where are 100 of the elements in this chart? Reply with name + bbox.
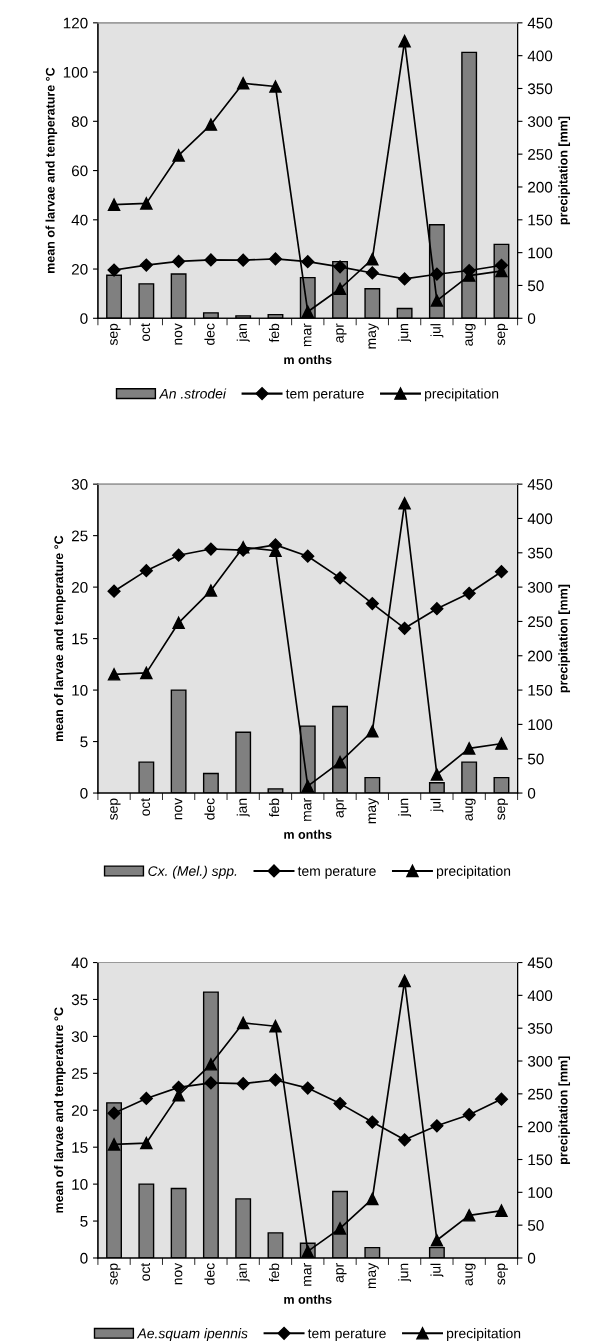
x-tick-label: oct — [140, 323, 151, 342]
y2-tick-label: 200 — [528, 181, 553, 193]
y2-tick-label: 450 — [527, 957, 553, 969]
point — [398, 1133, 412, 1147]
y-tick-label: 0 — [80, 787, 88, 799]
y-tick-label: 15 — [72, 1142, 88, 1153]
x-tick-label: mar — [303, 1263, 312, 1286]
point — [140, 666, 153, 680]
y2-tick-label: 450 — [527, 17, 553, 29]
y-tick-label: 20 — [71, 1105, 88, 1116]
x-tick-label: jul — [430, 324, 444, 338]
y-tick-label: 20 — [71, 263, 88, 275]
x-tick-label: aug — [465, 798, 476, 821]
y2-tick-label: 50 — [527, 280, 544, 292]
y-tick-label: 30 — [71, 479, 88, 490]
point — [365, 597, 379, 611]
x-tick-label: aug — [465, 324, 476, 346]
x-tick-label: feb — [269, 1263, 280, 1282]
point — [204, 584, 218, 597]
x-tick-label: may — [368, 1262, 379, 1289]
y2-axis-title: precipitation [mm] — [558, 116, 571, 225]
legend-label: tem perature — [307, 1329, 386, 1342]
point — [430, 1119, 444, 1133]
x-tick-label: sep — [497, 1263, 508, 1285]
point — [430, 768, 444, 781]
y2-tick-label: 400 — [527, 513, 553, 525]
y-tick-label: 40 — [71, 214, 88, 226]
legend-label: precipitation — [436, 865, 511, 879]
y-tick-label: 60 — [71, 165, 88, 177]
y2-tick-label: 300 — [527, 116, 553, 127]
point — [495, 1204, 508, 1217]
y2-tick-label: 150 — [528, 214, 553, 226]
y-tick-label: 5 — [80, 736, 88, 748]
point — [365, 1115, 379, 1129]
y-tick-label: 100 — [63, 66, 88, 78]
x-tick-label: mar — [303, 798, 312, 821]
x-tick-label: mar — [303, 323, 312, 347]
point — [398, 621, 412, 635]
point — [495, 737, 508, 750]
point — [462, 742, 476, 755]
y-tick-label: 0 — [80, 313, 88, 324]
x-tick-label: jun — [398, 324, 412, 343]
point — [236, 1016, 250, 1030]
x-tick-label: sep — [497, 798, 508, 820]
point — [268, 252, 283, 266]
y-axis-title: mean of larvae and temperature °C — [53, 535, 66, 741]
point — [236, 1077, 250, 1091]
y-tick-label: 10 — [72, 1178, 88, 1190]
x-tick-label: apr — [336, 1263, 347, 1283]
point — [107, 1106, 121, 1120]
x-tick-label: jan — [236, 1263, 250, 1282]
x-tick-label: jul — [430, 798, 444, 813]
x-tick-label: may — [368, 323, 379, 349]
point — [301, 1081, 315, 1095]
point — [236, 253, 250, 267]
x-tick-label: sep — [110, 798, 121, 820]
y2-tick-label: 0 — [527, 1252, 536, 1264]
x-tick-label: dec — [204, 323, 215, 345]
y-tick-label: 10 — [72, 684, 88, 696]
y2-axis-title: precipitation [mm] — [558, 1056, 571, 1164]
point — [301, 549, 315, 563]
y2-tick-label: 250 — [528, 149, 553, 160]
point — [398, 272, 412, 286]
point — [462, 1209, 476, 1222]
y2-axis-title: precipitation [mm] — [558, 584, 571, 693]
point — [333, 755, 347, 769]
x-tick-label: oct — [140, 798, 151, 816]
y-tick-label: 40 — [71, 957, 88, 969]
point — [236, 76, 250, 90]
y2-tick-label: 300 — [527, 1055, 553, 1067]
y-tick-label: 0 — [80, 1252, 88, 1264]
point — [140, 197, 153, 210]
y2-tick-label: 0 — [527, 787, 536, 799]
y-tick-label: 25 — [71, 1068, 88, 1080]
point — [107, 263, 121, 277]
point — [172, 548, 186, 562]
x-tick-label: nov — [174, 797, 183, 820]
x-tick-label: sep — [110, 323, 121, 346]
y2-tick-label: 350 — [527, 547, 553, 559]
y2-tick-label: 100 — [528, 247, 553, 259]
point — [107, 1138, 121, 1151]
x-tick-label: jan — [236, 798, 250, 817]
legend-label: Ae.squam ipennis — [136, 1328, 248, 1342]
point — [494, 565, 509, 579]
y-tick-label: 80 — [71, 116, 88, 127]
y-tick-label: 120 — [63, 17, 88, 29]
point — [333, 260, 347, 274]
y-tick-label: 30 — [71, 1031, 88, 1043]
x-tick-label: feb — [269, 323, 280, 343]
x-tick-label: jan — [236, 324, 250, 343]
point — [172, 254, 186, 269]
point — [269, 80, 282, 93]
x-tick-label: jun — [398, 1263, 412, 1282]
x-axis-title: m onths — [284, 354, 332, 365]
y2-tick-label: 0 — [527, 313, 536, 324]
x-tick-label: apr — [336, 798, 347, 818]
point — [204, 542, 218, 556]
legend-label: Cx. (Mel.) spp. — [148, 865, 237, 879]
y-axis-title: mean of larvae and temperature °C — [53, 1007, 66, 1213]
y2-tick-label: 250 — [528, 616, 553, 628]
